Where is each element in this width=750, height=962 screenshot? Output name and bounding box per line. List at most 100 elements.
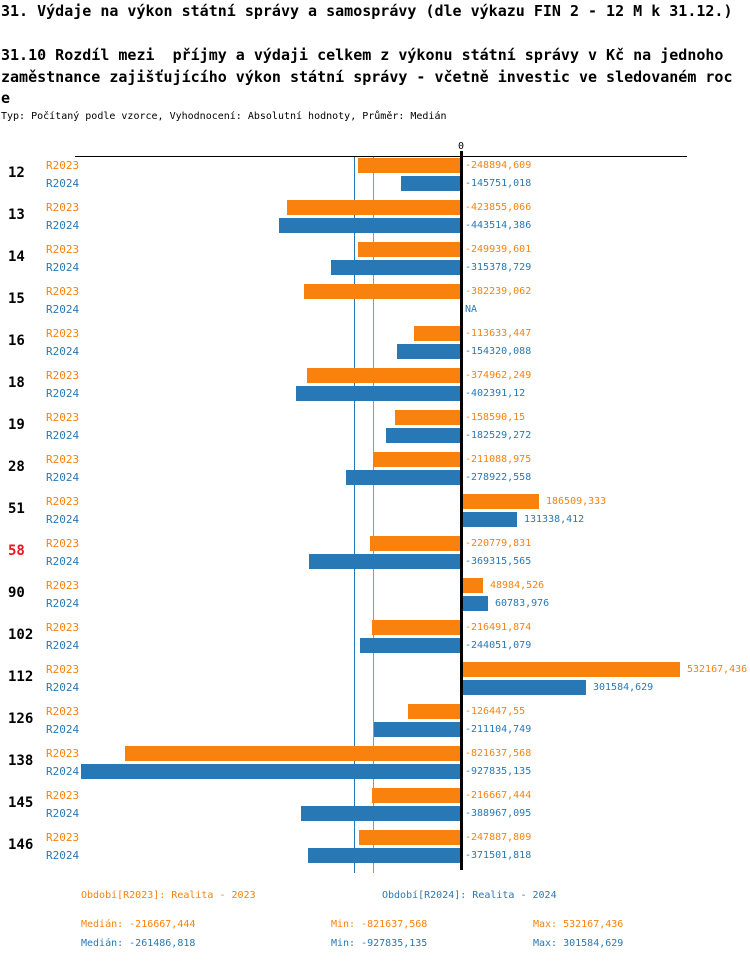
page-title: 31. Výdaje na výkon státní správy a samo… [1,2,733,20]
series-label-r2023: R2023 [46,201,80,214]
stat-median-r2023: Medián: -216667,444 [81,919,196,930]
bar-r2024-cat-145 [301,806,460,821]
value-label-r2024: -443514,386 [465,220,532,231]
value-label-r2024: 131338,412 [524,514,585,525]
series-label-r2024: R2024 [46,807,80,820]
series-label-r2023: R2023 [46,705,80,718]
category-label: 15 [8,291,25,307]
series-label-r2024: R2024 [46,261,80,274]
value-label-r2023: 532167,436 [687,664,748,675]
series-label-r2023: R2023 [46,285,80,298]
bar-r2023-cat-138 [125,746,460,761]
value-label-r2023: -248894,609 [465,160,532,171]
median-R2023-line [373,157,374,873]
category-label: 12 [8,165,25,181]
value-label-r2023: -216667,444 [465,790,532,801]
series-label-r2023: R2023 [46,243,80,256]
median-R2024-line [354,157,355,873]
category-label: 16 [8,333,25,349]
category-label: 19 [8,417,25,433]
bar-r2023-cat-28 [374,452,460,467]
value-label-r2024: -182529,272 [465,430,532,441]
series-label-r2023: R2023 [46,453,80,466]
category-label: 18 [8,375,25,391]
value-label-r2023: -382239,062 [465,286,532,297]
value-label-r2024: -145751,018 [465,178,532,189]
value-label-r2024: -244051,079 [465,640,532,651]
series-label-r2023: R2023 [46,495,80,508]
series-label-r2024: R2024 [46,429,80,442]
bar-r2023-cat-102 [372,620,460,635]
chart-meta-line: Typ: Počítaný podle vzorce, Vyhodnocení:… [1,111,447,122]
bar-r2023-cat-13 [287,200,460,215]
series-label-r2024: R2024 [46,765,80,778]
value-label-r2023: -220779,831 [465,538,532,549]
stat-min-r2023: Min: -821637,568 [331,919,428,930]
series-label-r2024: R2024 [46,639,80,652]
series-label-r2023: R2023 [46,747,80,760]
series-label-r2023: R2023 [46,411,80,424]
legend-period-r2023: Období[R2023]: Realita - 2023 [81,890,256,901]
bar-r2024-cat-12 [401,176,460,191]
series-label-r2024: R2024 [46,513,80,526]
bar-r2024-cat-16 [397,344,460,359]
series-label-r2024: R2024 [46,219,80,232]
stat-max-r2023: Max: 532167,436 [533,919,624,930]
series-label-r2024: R2024 [46,303,80,316]
bar-r2023-cat-112 [463,662,680,677]
bar-r2023-cat-145 [372,788,460,803]
category-label: 138 [8,753,34,769]
legend-period-r2024: Období[R2024]: Realita - 2024 [382,890,557,901]
page-subtitle-line-2: zaměstnance zajišťujícího výkon státní s… [1,67,733,86]
series-label-r2024: R2024 [46,177,80,190]
bar-r2024-cat-51 [463,512,517,527]
category-label: 13 [8,207,25,223]
value-label-r2024: -211104,749 [465,724,532,735]
top-axis-line [75,156,687,157]
series-label-r2024: R2024 [46,681,80,694]
bar-r2023-cat-90 [463,578,483,593]
value-label-r2024: -402391,12 [465,388,526,399]
bar-r2024-cat-19 [386,428,460,443]
series-label-r2024: R2024 [46,597,80,610]
series-label-r2023: R2023 [46,663,80,676]
value-label-r2023: -211088,975 [465,454,532,465]
zero-axis-line [460,151,463,870]
series-label-r2023: R2023 [46,789,80,802]
series-label-r2023: R2023 [46,579,80,592]
category-label: 51 [8,501,25,517]
stat-median-r2024: Medián: -261486,818 [81,938,196,949]
value-label-r2024: -315378,729 [465,262,532,273]
value-label-r2023: 48984,526 [490,580,545,591]
series-label-r2024: R2024 [46,849,80,862]
category-label: 112 [8,669,34,685]
bar-r2024-cat-58 [309,554,460,569]
bar-r2023-cat-14 [358,242,460,257]
bar-r2024-cat-112 [463,680,586,695]
category-label: 90 [8,585,25,601]
bar-r2024-cat-102 [360,638,460,653]
bar-r2024-cat-14 [331,260,460,275]
series-label-r2023: R2023 [46,327,80,340]
bar-r2024-cat-146 [308,848,460,863]
value-label-r2023: -126447,55 [465,706,526,717]
value-label-r2023: -821637,568 [465,748,532,759]
series-label-r2024: R2024 [46,387,80,400]
bar-r2024-cat-90 [463,596,488,611]
bar-r2023-cat-51 [463,494,539,509]
series-label-r2023: R2023 [46,537,80,550]
value-label-r2023: -113633,447 [465,328,532,339]
category-label: 14 [8,249,25,265]
bar-r2023-cat-58 [370,536,460,551]
page-subtitle-line-1: 31.10 Rozdíl mezi příjmy a výdaji celkem… [1,46,724,64]
bar-r2024-cat-18 [296,386,460,401]
category-label: 58 [8,543,25,559]
value-label-r2024: -371501,818 [465,850,532,861]
value-label-r2024: -154320,088 [465,346,532,357]
value-label-r2023: -216491,874 [465,622,532,633]
bar-r2023-cat-18 [307,368,460,383]
bar-r2023-cat-19 [395,410,460,425]
series-label-r2023: R2023 [46,159,80,172]
category-label: 102 [8,627,34,643]
stat-max-r2024: Max: 301584,629 [533,938,624,949]
